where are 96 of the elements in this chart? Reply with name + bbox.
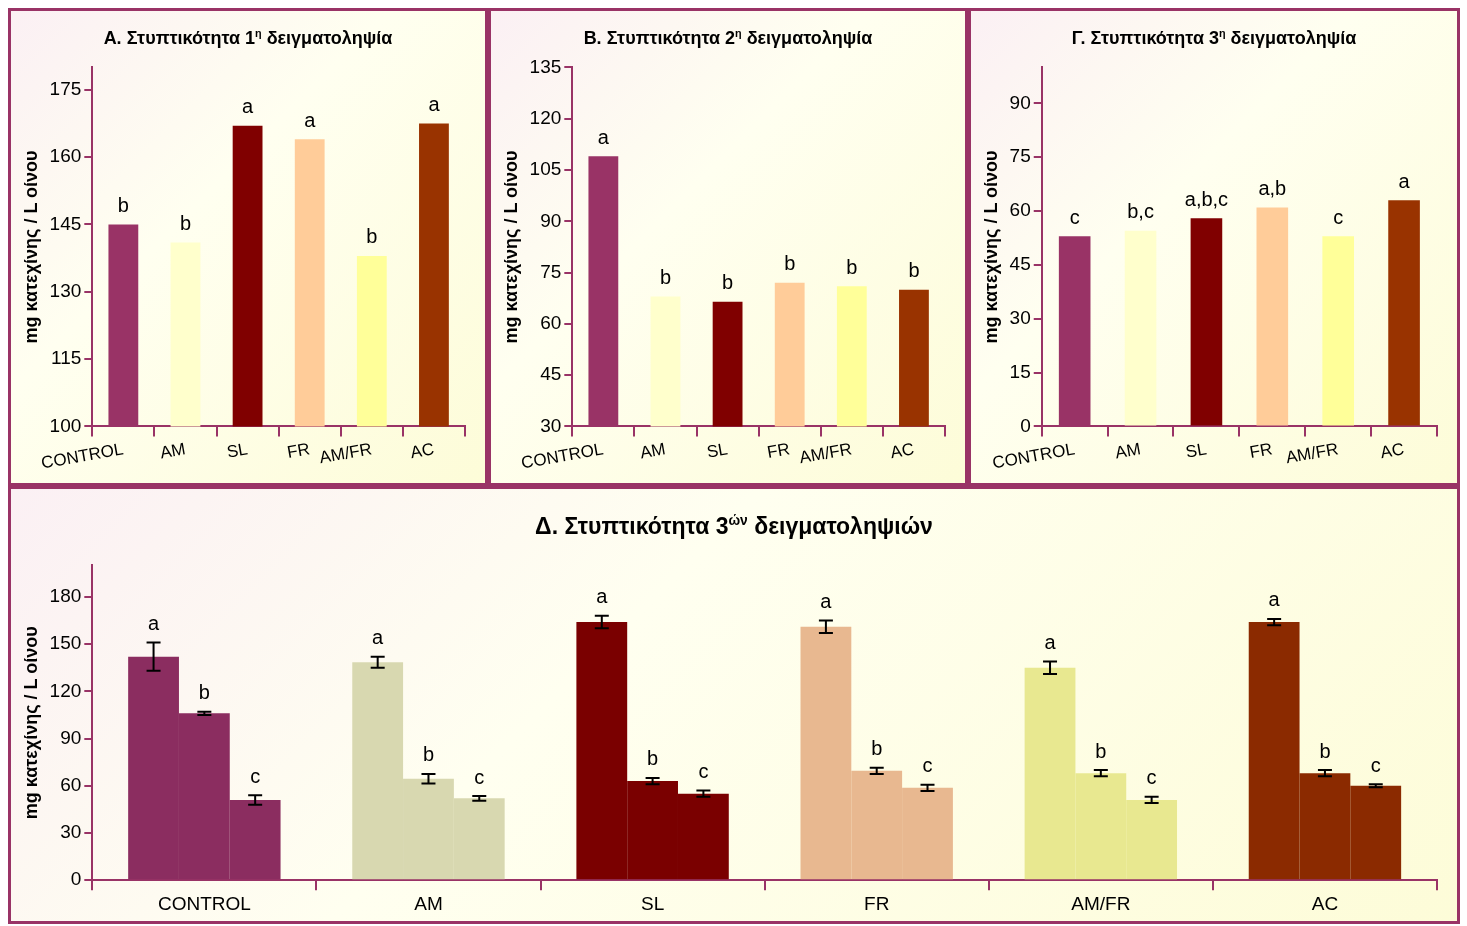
y-tick-label: 180 [49, 585, 82, 607]
data-label: c [1370, 753, 1381, 776]
x-tick-label: AM [414, 892, 443, 914]
y-tick-label: 75 [1009, 145, 1031, 167]
x-tick-label: AC [1311, 892, 1339, 914]
data-label: a [428, 93, 441, 116]
y-tick-label: 145 [49, 212, 82, 234]
x-tick-label: AM [1113, 439, 1143, 463]
data-label: a,b [1258, 176, 1287, 199]
data-label: b [179, 211, 192, 234]
data-label: a [597, 125, 610, 148]
x-tick-label: FR [765, 439, 792, 463]
data-label: a [596, 585, 609, 608]
y-tick-label: 0 [1020, 414, 1031, 436]
data-label: b [659, 266, 672, 289]
x-tick-label: AM/FR [1071, 892, 1131, 914]
data-label: a [1268, 588, 1281, 611]
data-label: a [1398, 169, 1411, 192]
data-label: c [1069, 205, 1080, 228]
y-tick-label: 45 [540, 363, 562, 385]
y-tick-label: 100 [49, 414, 82, 436]
y-tick-label: 175 [49, 78, 82, 100]
y-tick-label: 45 [1009, 253, 1031, 275]
data-label: a [372, 626, 385, 649]
y-tick-label: 75 [540, 260, 562, 282]
y-tick-label: 105 [529, 158, 562, 180]
x-tick-label: SL [225, 439, 250, 462]
data-label: b [722, 271, 734, 294]
y-tick-label: 120 [49, 679, 82, 701]
y-axis-title: mg κατεχίνης / L οίνου [20, 150, 41, 344]
chart-title: Δ. Στυπτικότητα 3$^{ών}$ δειγματοληψιών [534, 511, 934, 541]
y-tick-label: 0 [70, 868, 82, 890]
y-tick-label: 135 [529, 55, 562, 77]
x-tick-label: CONTROL [157, 892, 251, 914]
data-label: c [250, 764, 261, 787]
x-tick-label: AC [888, 439, 916, 463]
x-tick-label: FR [285, 439, 312, 463]
x-tick-label: FR [864, 892, 890, 914]
x-tick-label: SL [640, 892, 665, 914]
data-label: c [474, 765, 485, 788]
x-tick-label: AM/FR [317, 439, 374, 468]
y-tick-label: 60 [540, 312, 562, 334]
x-tick-label: AM/FR [797, 439, 854, 468]
data-label: b [784, 252, 796, 275]
data-label: b [846, 255, 858, 278]
y-tick-label: 60 [60, 773, 82, 795]
y-tick-label: 90 [540, 209, 562, 231]
data-label: b [1095, 739, 1107, 762]
data-label: b [908, 259, 920, 282]
data-label: a [242, 95, 255, 118]
y-axis-title: mg κατεχίνης / L οίνου [980, 150, 1001, 344]
y-axis-title: mg κατεχίνης / L οίνου [20, 626, 41, 820]
chart-title: Γ. Στυπτικότητα 3$^{η}$ δειγματοληψία [1070, 26, 1358, 50]
y-tick-label: 120 [529, 106, 562, 128]
x-tick-label: CONTROL [519, 439, 605, 473]
y-tick-label: 160 [49, 145, 82, 167]
y-tick-label: 130 [49, 280, 82, 302]
data-label: b [198, 681, 210, 704]
y-tick-label: 60 [1009, 199, 1031, 221]
y-tick-label: 90 [60, 726, 82, 748]
y-tick-label: 90 [1009, 91, 1031, 113]
x-tick-label: AM [638, 439, 667, 463]
y-tick-label: 30 [60, 821, 82, 843]
data-label: a [304, 108, 317, 131]
data-label: a [1044, 630, 1057, 653]
y-tick-label: 150 [49, 632, 82, 654]
x-tick-label: SL [1184, 439, 1208, 462]
x-tick-label: AM/FR [1284, 439, 1340, 468]
data-label: b [366, 225, 378, 248]
x-tick-label: AC [1379, 439, 1406, 463]
x-tick-label: AM [158, 439, 187, 463]
data-label: b [647, 747, 659, 770]
data-label: b [117, 194, 129, 217]
x-tick-label: AC [408, 439, 436, 463]
data-label: a,b,c [1184, 187, 1229, 210]
chart-title: Α. Στυπτικότητα 1$^{η}$ δειγματοληψία [102, 26, 394, 50]
y-tick-label: 15 [1009, 360, 1031, 382]
data-label: c [1146, 766, 1157, 789]
y-tick-label: 30 [540, 414, 562, 436]
data-label: b [871, 737, 883, 760]
data-label: a [148, 612, 160, 635]
data-label: b [422, 743, 435, 766]
y-axis-title: mg κατεχίνης / L οίνου [500, 150, 521, 344]
chart-title: Β. Στυπτικότητα 2$^{η}$ δειγματοληψία [582, 26, 874, 50]
data-label: b,c [1127, 200, 1154, 223]
x-tick-label: FR [1248, 439, 1274, 463]
x-tick-label: SL [705, 439, 730, 462]
data-label: c [922, 754, 933, 777]
data-label: c [698, 760, 709, 782]
data-label: b [1319, 739, 1331, 762]
data-label: c [1333, 205, 1344, 228]
y-tick-label: 115 [51, 347, 82, 369]
data-label: a [820, 590, 833, 613]
x-tick-label: CONTROL [991, 439, 1077, 473]
x-tick-label: CONTROL [39, 439, 125, 473]
y-tick-label: 30 [1009, 306, 1031, 328]
